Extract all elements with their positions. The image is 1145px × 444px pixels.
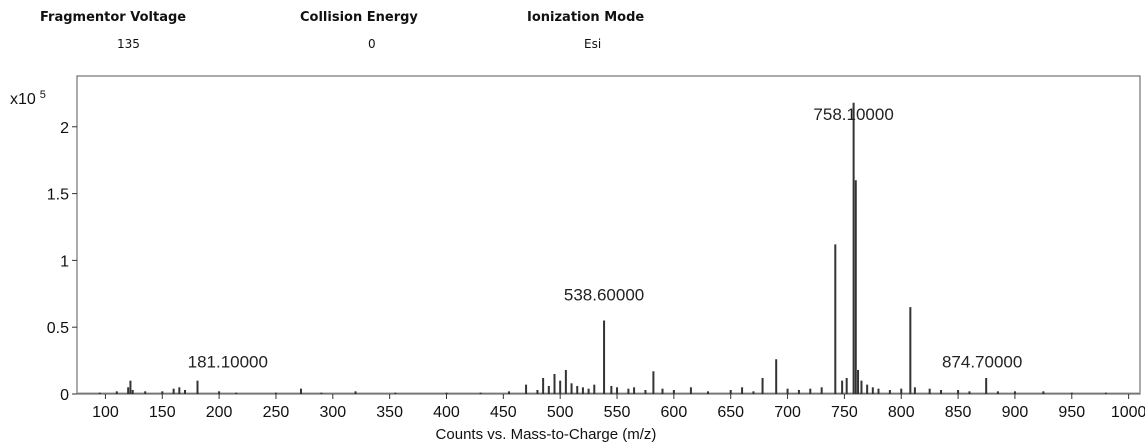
peak-annotation-label: 538.60000: [564, 285, 644, 304]
x-tick-label: 950: [1058, 404, 1085, 421]
spectrum-peaks: [77, 102, 1140, 394]
x-tick-label: 650: [717, 404, 744, 421]
x-tick-label: 200: [206, 404, 233, 421]
x-tick-label: 300: [319, 404, 346, 421]
x-tick-label: 850: [945, 404, 972, 421]
header-label-fragmentor-voltage: Fragmentor Voltage: [40, 10, 187, 25]
header-value-ionization-mode: Esi: [584, 37, 602, 51]
header-label-collision-energy: Collision Energy: [300, 10, 418, 25]
y-multiplier-label: x10 5: [10, 89, 46, 108]
x-tick-label: 350: [376, 404, 403, 421]
header-label-ionization-mode: Ionization Mode: [527, 10, 645, 25]
x-axis: 100 150 200 250 300 350 400 450 500 550 600 650 700 7…: [92, 394, 1145, 421]
x-tick-label: 700: [774, 404, 801, 421]
x-tick-label: 400: [433, 404, 460, 421]
x-tick-label: 150: [149, 404, 176, 421]
peak-annotation-label: 181.10000: [188, 352, 268, 371]
x-tick-label: 500: [547, 404, 574, 421]
x-tick-label: 550: [604, 404, 631, 421]
peak-annotations: 181.10000 538.60000 758.10000 874.70000: [188, 105, 1023, 371]
x-tick-label: 450: [490, 404, 517, 421]
x-tick-label: 750: [831, 404, 858, 421]
x-tick-label: 800: [888, 404, 915, 421]
x-tick-label: 600: [661, 404, 688, 421]
y-tick-label: 2: [60, 120, 69, 137]
header-value-fragmentor-voltage: 135: [117, 37, 140, 51]
y-tick-label: 0.5: [47, 320, 69, 337]
y-tick-label: 1: [60, 253, 69, 270]
x-tick-label: 100: [92, 404, 119, 421]
y-tick-label: 1.5: [47, 187, 69, 204]
peak-annotation-label: 874.70000: [942, 352, 1022, 371]
y-axis: x10 5 0 0.5 1 1.5 2: [10, 89, 77, 404]
x-tick-label: 250: [263, 404, 290, 421]
peak-annotation-label: 758.10000: [813, 105, 893, 124]
header-value-collision-energy: 0: [368, 37, 376, 51]
x-tick-label: 900: [1002, 404, 1029, 421]
x-tick-label: 1000: [1111, 404, 1145, 421]
plot-area-frame: [76, 75, 1141, 395]
y-tick-label: 0: [60, 387, 69, 404]
x-axis-title: Counts vs. Mass-to-Charge (m/z): [436, 426, 657, 443]
